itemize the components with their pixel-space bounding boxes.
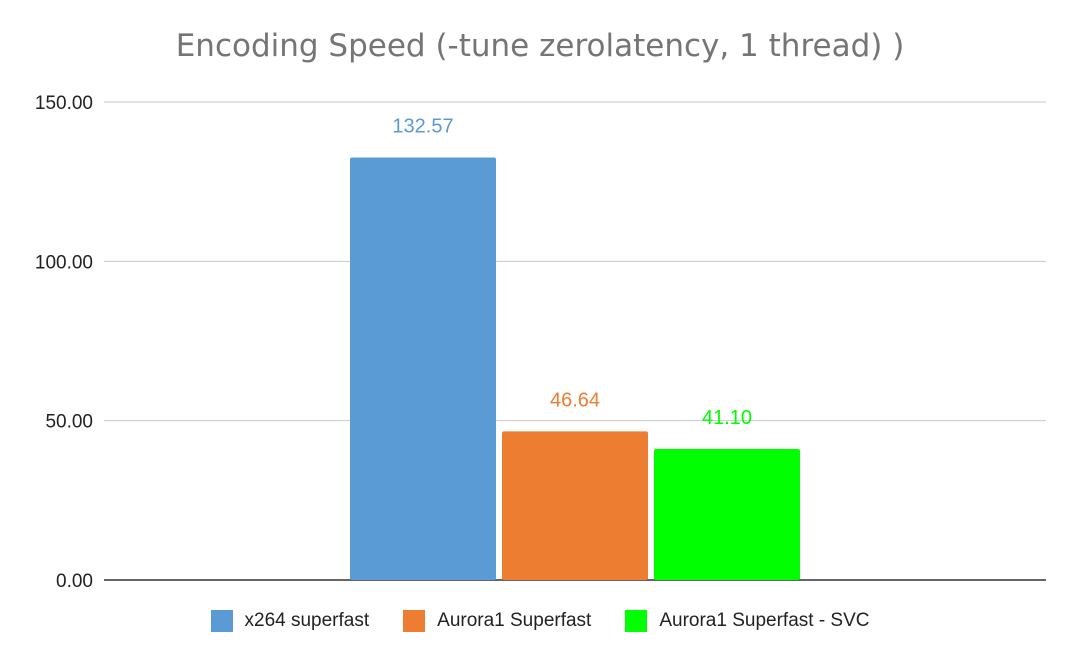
legend-label: x264 superfast [244,610,370,631]
data-label: 46.64 [550,389,600,411]
legend-item: Aurora1 Superfast [403,610,591,632]
bar [654,449,800,580]
chart-title: Encoding Speed (-tune zerolatency, 1 thr… [175,28,905,64]
legend-swatch [210,610,233,632]
bar [502,431,648,580]
legend-item: Aurora1 Superfast - SVC [625,610,870,632]
legend-label: Aurora1 Superfast [437,610,592,631]
y-tick-label: 50.00 [45,412,93,433]
data-label: 41.10 [702,407,752,429]
data-label: 132.57 [392,116,453,138]
legend: x264 superfast Aurora1 Superfast Aurora1… [0,610,1080,632]
legend-item: x264 superfast [210,610,370,632]
y-tick-label: 0.00 [56,571,93,592]
legend-label: Aurora1 Superfast - SVC [659,610,870,631]
legend-swatch [403,610,426,632]
y-tick-label: 100.00 [35,252,93,273]
bar [350,157,496,581]
y-tick-label: 150.00 [35,93,93,114]
legend-swatch [625,610,648,632]
